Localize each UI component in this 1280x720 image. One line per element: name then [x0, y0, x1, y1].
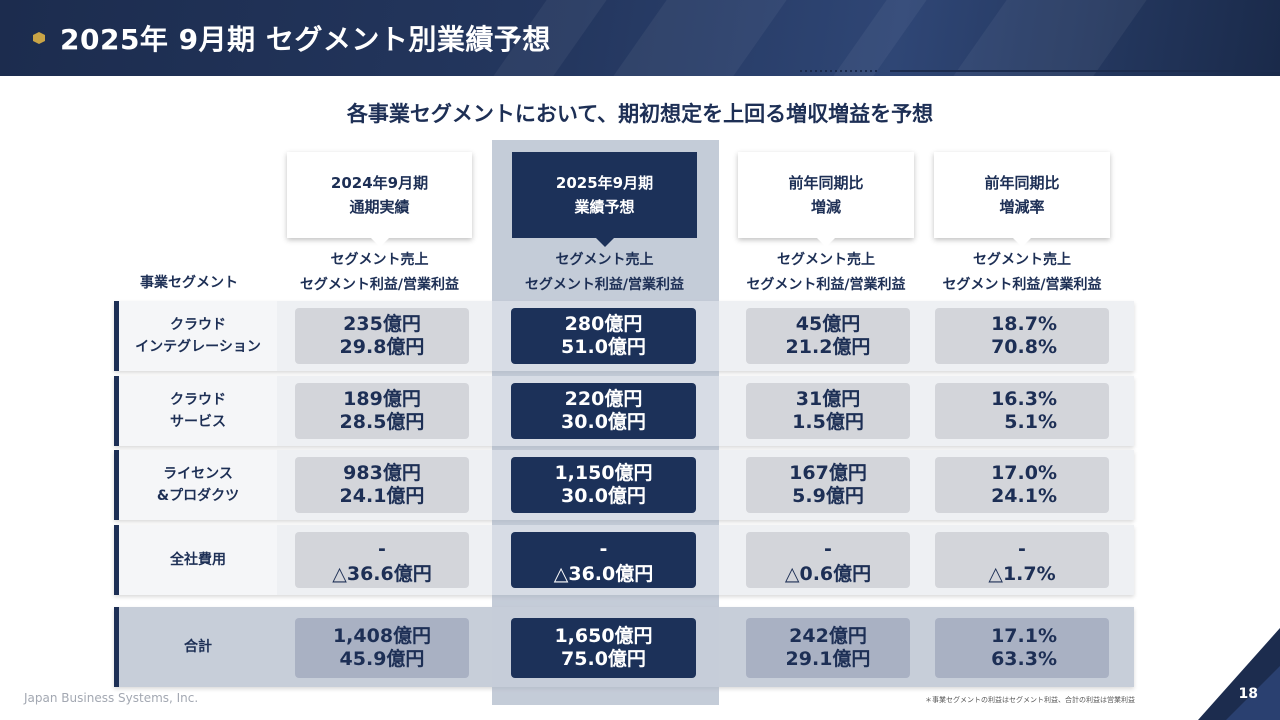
- page-number: 18: [1238, 686, 1258, 702]
- segment-label-total: 合計: [114, 607, 277, 687]
- footnote: ＊事業セグメントの利益はセグメント利益、合計の利益は営業利益: [925, 696, 1135, 704]
- cell-corporate-expenses-fy2024: - △36.6億円: [295, 532, 469, 588]
- column-subheader: セグメント売上 セグメント利益/営業利益: [299, 252, 460, 293]
- cell-corporate-expenses-forecast: - △36.0億円: [511, 532, 696, 588]
- page-subtitle: 各事業セグメントにおいて、期初想定を上回る増収増益を予想: [346, 102, 934, 126]
- cell-cloud-service-rate: 16.3% 5.1%: [935, 383, 1109, 439]
- cell-license-products-forecast: 1,150億円 30.0億円: [511, 457, 696, 513]
- cell-corporate-expenses-change: - △0.6億円: [746, 532, 910, 588]
- segment-header: 事業セグメント: [140, 275, 238, 291]
- column-subheader: セグメント売上 セグメント利益/営業利益: [524, 252, 685, 293]
- cell-cloud-integration-rate: 18.7% 70.8%: [935, 308, 1109, 364]
- cell-cloud-service-change: 31億円 1.5億円: [746, 383, 910, 439]
- column-header-fy2024: 2024年9月期 通期実績: [287, 152, 472, 247]
- cell-cloud-integration-change: 45億円 21.2億円: [746, 308, 910, 364]
- cell-cloud-integration-forecast: 280億円 51.0億円: [511, 308, 696, 364]
- company-name: Japan Business Systems, Inc.: [24, 691, 199, 705]
- cell-license-products-fy2024: 983億円 24.1億円: [295, 457, 469, 513]
- column-header-fy2025-forecast: 2025年9月期 業績予想: [512, 152, 697, 247]
- column-header-yoy-rate: 前年同期比 増減率: [934, 152, 1110, 247]
- column-header-yoy-change: 前年同期比 増減: [738, 152, 914, 247]
- segment-label-corporate-expenses: 全社費用: [114, 525, 277, 595]
- cell-license-products-rate: 17.0% 24.1%: [935, 457, 1109, 513]
- header-decor-line: [760, 70, 1280, 74]
- segment-label-cloud-integration: クラウド インテグレーション: [114, 301, 277, 371]
- segment-label-cloud-service: クラウド サービス: [114, 376, 277, 446]
- cell-corporate-expenses-rate: - △1.7%: [935, 532, 1109, 588]
- cell-cloud-service-fy2024: 189億円 28.5億円: [295, 383, 469, 439]
- title-bullet-icon: [33, 32, 45, 44]
- header-banner: 2025年 9月期 セグメント別業績予想: [0, 0, 1280, 76]
- cell-total-forecast: 1,650億円 75.0億円: [511, 618, 696, 678]
- column-subheader: セグメント売上 セグメント利益/営業利益: [746, 252, 906, 293]
- column-subheader: セグメント売上 セグメント利益/営業利益: [942, 252, 1102, 293]
- cell-total-fy2024: 1,408億円 45.9億円: [295, 618, 469, 678]
- cell-cloud-integration-fy2024: 235億円 29.8億円: [295, 308, 469, 364]
- cell-total-change: 242億円 29.1億円: [746, 618, 910, 678]
- page-title: 2025年 9月期 セグメント別業績予想: [60, 23, 551, 56]
- cell-license-products-change: 167億円 5.9億円: [746, 457, 910, 513]
- cell-total-rate: 17.1% 63.3%: [935, 618, 1109, 678]
- cell-cloud-service-forecast: 220億円 30.0億円: [511, 383, 696, 439]
- segment-label-license-products: ライセンス &プロダクツ: [114, 450, 277, 520]
